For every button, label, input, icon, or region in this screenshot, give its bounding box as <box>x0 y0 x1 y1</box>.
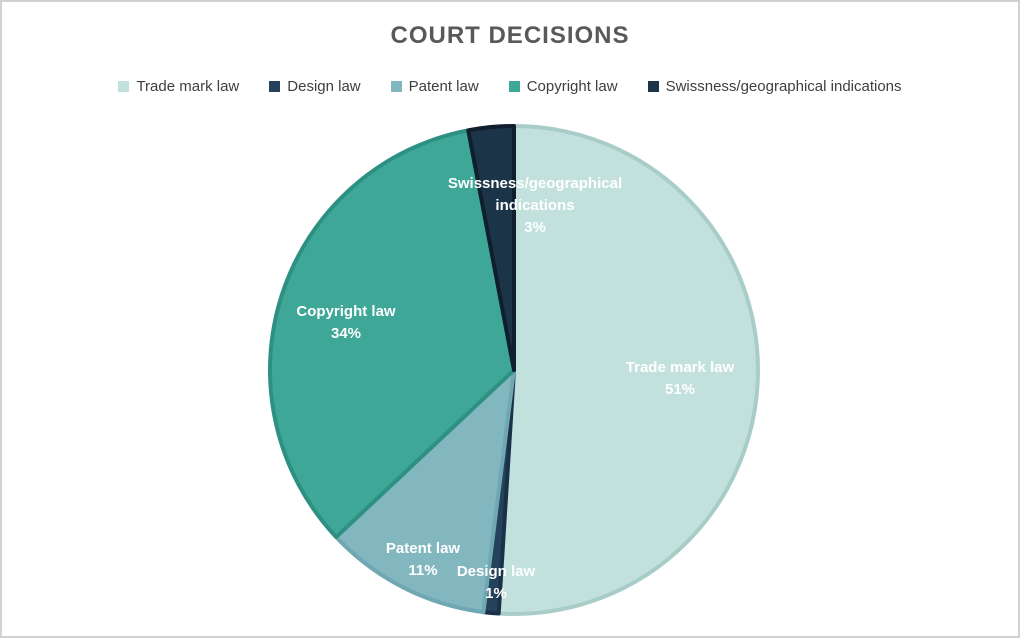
legend-color-swatch-icon <box>118 81 130 92</box>
legend-color-swatch-icon <box>269 81 281 92</box>
legend-color-swatch-icon <box>390 81 402 92</box>
legend-color-swatch-icon <box>508 81 520 92</box>
chart-title: COURT DECISIONS <box>390 22 630 49</box>
legend-item-label: Copyright law <box>526 78 618 95</box>
pie-slice-copyright-law <box>268 128 516 540</box>
legend-item-design-law: Design law <box>269 78 361 95</box>
legend-item-label: Design law <box>287 78 361 95</box>
legend-item-label: Trade mark law <box>136 78 240 95</box>
legend-item-label: Patent law <box>408 78 479 95</box>
chart-legend: Trade mark law Design law Patent law Copyri… <box>2 78 1018 95</box>
pie-slice-trade-mark-law <box>496 124 760 616</box>
legend-item-copyright-law: Copyright law <box>508 78 618 95</box>
legend-item-label: Swissness/geographical indications <box>665 78 902 95</box>
pie-slice-swissness-geographical-indications <box>466 124 516 372</box>
legend-color-swatch-icon <box>647 81 659 92</box>
pie-slice-patent-law <box>334 368 516 615</box>
legend-item-patent-law: Patent law <box>390 78 479 95</box>
legend-item-trade-mark-law: Trade mark law <box>118 78 239 95</box>
legend-item-swissness-geographical-indications: Swissness/geographical indications <box>647 78 902 95</box>
